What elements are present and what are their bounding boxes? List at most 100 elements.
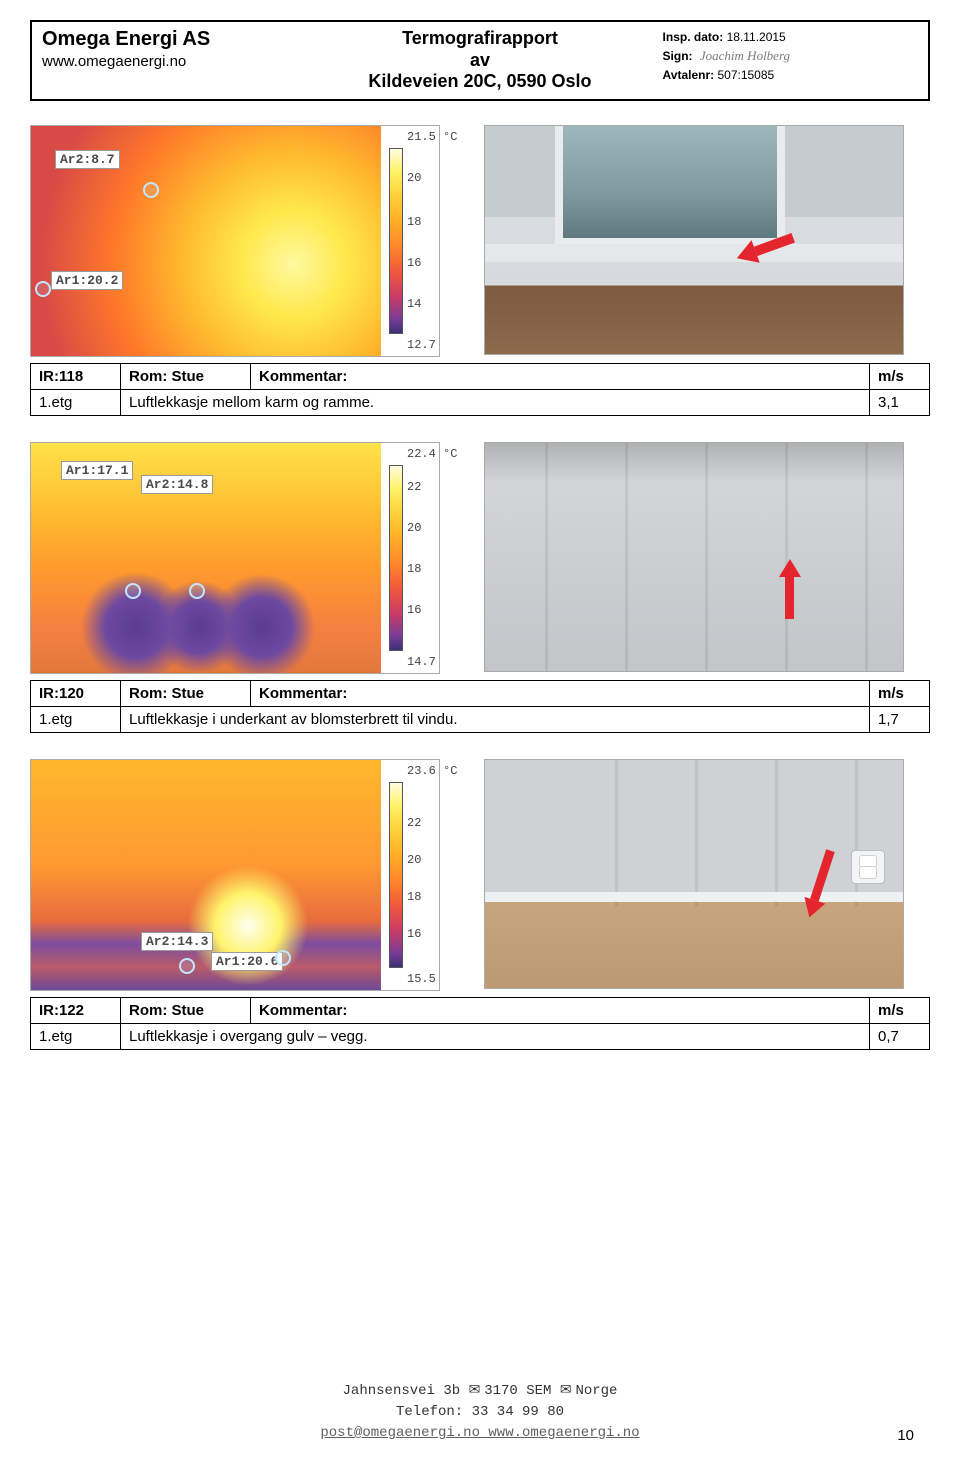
reference-photo (484, 442, 904, 672)
insp-date-value: 18.11.2015 (727, 30, 786, 44)
room-cell: Rom: Stue (121, 997, 251, 1023)
ms-value: 0,7 (870, 1023, 930, 1049)
panel-line (695, 760, 698, 906)
scale-tick: 14 (407, 297, 421, 311)
panel-line (615, 760, 618, 906)
comment-table: IR:122 Rom: Stue Kommentar: m/s 1.etg Lu… (30, 997, 930, 1050)
table-row: IR:122 Rom: Stue Kommentar: m/s (31, 997, 930, 1023)
ar-label: Ar2:8.7 (55, 150, 120, 169)
scale-tick: 20 (407, 853, 421, 867)
ar-label: Ar1:17.1 (61, 461, 133, 480)
report-title-2: av (317, 50, 642, 72)
shadow (485, 443, 903, 483)
ar-marker (275, 950, 291, 966)
comment-table: IR:120 Rom: Stue Kommentar: m/s 1.etg Lu… (30, 680, 930, 733)
ar-label: Ar2:14.3 (141, 932, 213, 951)
reference-photo (484, 125, 904, 355)
report-header: Omega Energi AS www.omegaenergi.no Termo… (30, 20, 930, 101)
comment-header: Kommentar: (251, 680, 870, 706)
ar-label: Ar1:20.6 (211, 952, 283, 971)
scale-bar (389, 465, 403, 651)
ar-marker (189, 583, 205, 599)
header-company: Omega Energi AS www.omegaenergi.no (32, 22, 307, 99)
scale-tick: 16 (407, 256, 421, 270)
ms-header: m/s (870, 363, 930, 389)
ir-id: IR:122 (31, 997, 121, 1023)
scale-min: 15.5 (407, 972, 436, 986)
scale-min: 14.7 (407, 655, 436, 669)
footer-line1: Jahnsensvei 3b ✉ 3170 SEM ✉ Norge (0, 1379, 960, 1402)
ar-label: Ar1:20.2 (51, 271, 123, 290)
scale-tick: 18 (407, 215, 421, 229)
comment-text: Luftlekkasje i overgang gulv – vegg. (121, 1023, 870, 1049)
insp-date-label: Insp. dato: (663, 30, 724, 44)
avtale-label: Avtalenr: (663, 68, 715, 82)
ms-value: 3,1 (870, 389, 930, 415)
ms-header: m/s (870, 680, 930, 706)
scale-tick: 16 (407, 603, 421, 617)
temperature-scale: 22.4 °C14.722201816 (381, 443, 439, 673)
floor-cell: 1.etg (31, 1023, 121, 1049)
scale-bar (389, 782, 403, 968)
sign-row: Sign: Joachim Holberg (663, 46, 918, 66)
images-row: Ar2:8.7Ar1:20.221.5 °C12.720181614 (30, 125, 930, 357)
scale-max: 22.4 °C (407, 447, 457, 461)
scale-tick: 16 (407, 927, 421, 941)
thermal-image-wrap: Ar1:17.1Ar2:14.822.4 °C14.722201816 (30, 442, 440, 674)
ms-header: m/s (870, 997, 930, 1023)
baseboard (485, 892, 903, 902)
ar-marker (125, 583, 141, 599)
window-frame (555, 125, 785, 246)
scale-bar (389, 148, 403, 334)
table-row: 1.etg Luftlekkasje mellom karm og ramme.… (31, 389, 930, 415)
table-row: 1.etg Luftlekkasje i underkant av blomst… (31, 706, 930, 732)
header-meta: Insp. dato: 18.11.2015 Sign: Joachim Hol… (653, 22, 928, 99)
window-sill (485, 244, 903, 262)
thermal-image-wrap: Ar2:8.7Ar1:20.221.5 °C12.720181614 (30, 125, 440, 357)
scale-max: 21.5 °C (407, 130, 457, 144)
scale-tick: 20 (407, 171, 421, 185)
room-cell: Rom: Stue (121, 363, 251, 389)
comment-text: Luftlekkasje mellom karm og ramme. (121, 389, 870, 415)
sign-scribble: Joachim Holberg (700, 46, 790, 66)
avtale-row: Avtalenr: 507:15085 (663, 66, 918, 84)
thermography-section: Ar1:17.1Ar2:14.8 22.4 °C 14.7 22 20 18 16 IR:1… (30, 442, 930, 733)
power-outlet (851, 850, 885, 884)
thermal-image-wrap: Ar2:14.3Ar1:20.623.6 °C15.522201816 (30, 759, 440, 991)
images-row: Ar2:14.3Ar1:20.6 23.6 °C 15.5 22 20 18 16 (30, 759, 930, 991)
scale-tick: 22 (407, 480, 421, 494)
scale-tick: 20 (407, 521, 421, 535)
reference-photo (484, 759, 904, 989)
ms-value: 1,7 (870, 706, 930, 732)
floor-cell: 1.etg (31, 706, 121, 732)
ar-marker (35, 281, 51, 297)
envelope-icon: ✉ (469, 1381, 485, 1397)
footer-line3: post@omegaenergi.no www.omegaenergi.no (0, 1423, 960, 1444)
scale-max: 23.6 °C (407, 764, 457, 778)
temperature-scale: 23.6 °C15.522201816 (381, 760, 439, 990)
ar-marker (179, 958, 195, 974)
header-title: Termografirapport av Kildeveien 20C, 059… (307, 22, 652, 99)
scale-tick: 18 (407, 562, 421, 576)
footer-line2: Telefon: 33 34 99 80 (0, 1402, 960, 1423)
red-arrow-icon (805, 849, 842, 921)
thermal-image: Ar1:17.1Ar2:14.8 (31, 443, 381, 673)
thermography-section: Ar2:14.3Ar1:20.6 23.6 °C 15.5 22 20 18 16 IR:1… (30, 759, 930, 1050)
thermal-image: Ar2:8.7 Ar1:20.2 (31, 126, 381, 356)
red-arrow-icon (785, 559, 801, 619)
ar-marker (143, 182, 159, 198)
ir-id: IR:118 (31, 363, 121, 389)
footer-post: 3170 SEM (484, 1383, 551, 1399)
avtale-value: 507:15085 (717, 68, 774, 82)
panel-line (775, 760, 778, 906)
footer-country: Norge (575, 1383, 617, 1399)
page-number: 10 (897, 1427, 914, 1444)
scale-tick: 22 (407, 816, 421, 830)
envelope-icon: ✉ (560, 1381, 576, 1397)
table-row: 1.etg Luftlekkasje i overgang gulv – veg… (31, 1023, 930, 1049)
table-row: IR:120 Rom: Stue Kommentar: m/s (31, 680, 930, 706)
footer-addr: Jahnsensvei 3b (343, 1383, 461, 1399)
thermal-image: Ar2:14.3Ar1:20.6 (31, 760, 381, 990)
sign-label: Sign: (663, 49, 693, 63)
scale-tick: 18 (407, 890, 421, 904)
